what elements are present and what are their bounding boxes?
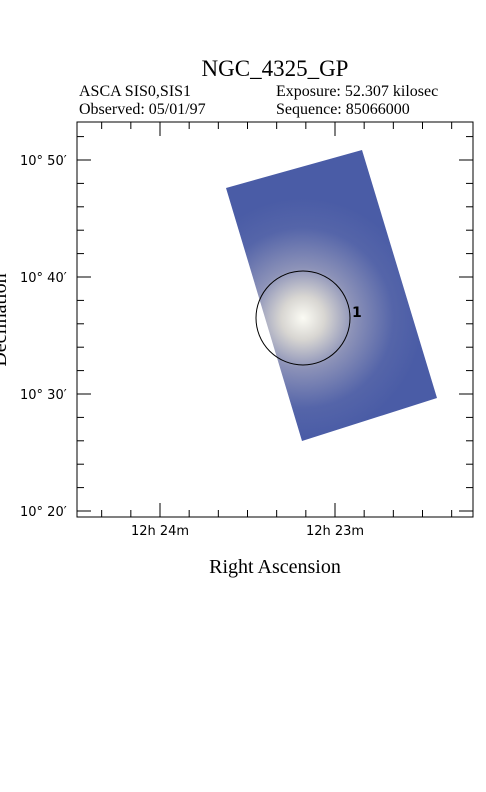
x-tick-label: 12h 23m — [306, 524, 364, 539]
sequence: Sequence: 85066000 — [276, 101, 410, 118]
y-axis-label: Declination — [0, 273, 11, 366]
y-tick-label: 10° 30′ — [20, 388, 67, 403]
x-tick-label: 12h 24m — [131, 524, 189, 539]
plot-frame — [76, 121, 474, 518]
title: NGC_4325_GP — [202, 56, 349, 81]
source-label: 1 — [352, 305, 362, 321]
y-tick-label: 10° 40′ — [20, 271, 67, 286]
source-region — [255, 270, 351, 366]
instrument: ASCA SIS0,SIS1 — [79, 83, 191, 100]
x-axis-label: Right Ascension — [209, 556, 341, 578]
observed: Observed: 05/01/97 — [79, 101, 206, 118]
exposure-image — [226, 150, 437, 441]
y-tick-label: 10° 50′ — [20, 154, 67, 169]
exposure: Exposure: 52.307 kilosec — [276, 83, 438, 100]
y-tick-label: 10° 20′ — [20, 505, 67, 520]
tick-marks — [77, 122, 473, 517]
